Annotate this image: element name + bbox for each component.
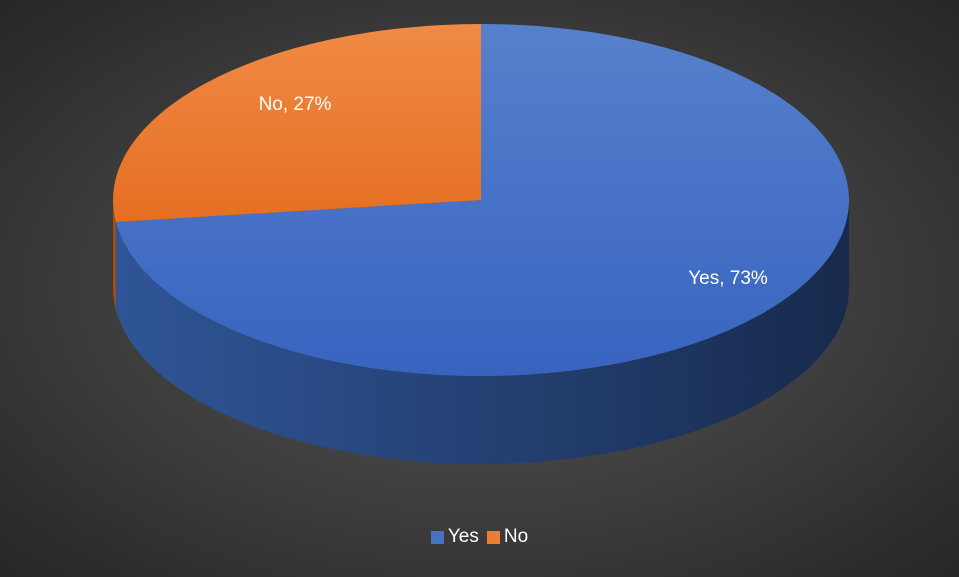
legend: Yes No [0,526,959,548]
legend-label-no: No [503,526,529,547]
data-label-yes: Yes, 73% [688,268,768,289]
pie-side-yes [115,200,849,465]
legend-label-yes: Yes [447,526,479,547]
legend-item-no: No [486,526,529,548]
data-label-no: No, 27% [259,94,332,115]
pie-slice-no [112,24,481,223]
pie-side-no [113,200,116,311]
legend-swatch-no [486,530,500,544]
pie-slice-yes [115,24,849,376]
legend-item-yes: Yes [430,526,479,548]
legend-swatch-yes [430,530,444,544]
